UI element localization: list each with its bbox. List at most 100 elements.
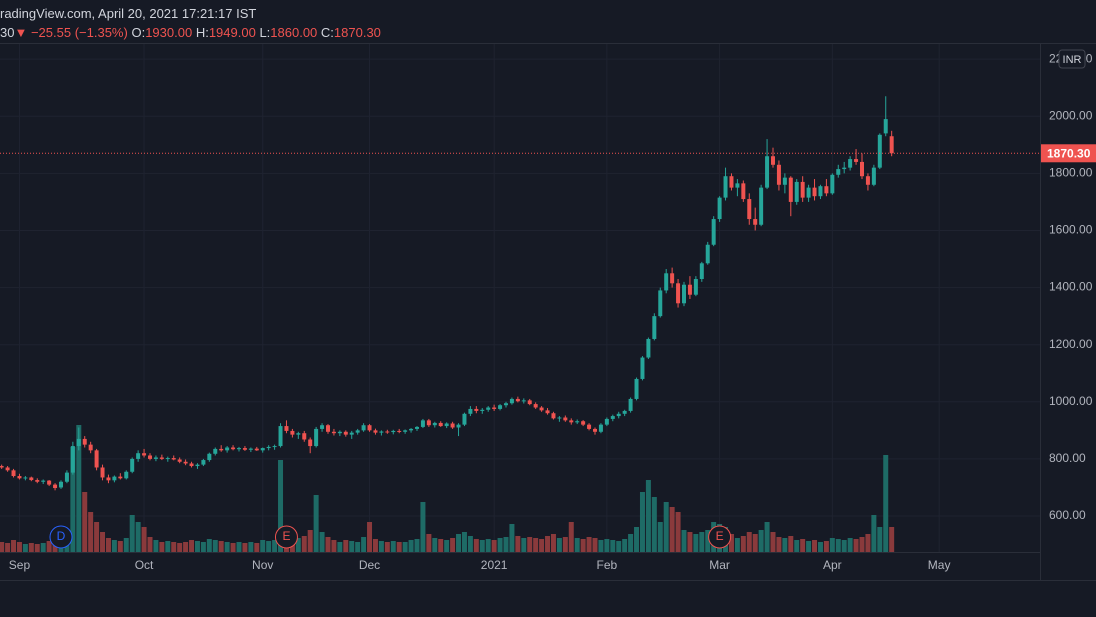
currency-label: INR: [1063, 54, 1082, 66]
volume-bar: [22, 544, 28, 552]
candle-body: [681, 284, 686, 304]
candle-body: [545, 410, 550, 414]
candle-body: [747, 199, 752, 220]
candle-body: [361, 425, 366, 431]
volume-bar: [853, 539, 859, 552]
volume-bar: [622, 539, 628, 552]
candle-body: [260, 448, 265, 451]
header: radingView.com, April 20, 2021 17:21:17 …: [0, 4, 381, 42]
candle-body: [776, 164, 781, 185]
volume-bar: [634, 527, 640, 552]
volume-bar: [812, 540, 818, 552]
volume-bar: [610, 540, 616, 552]
candle-body: [670, 273, 675, 284]
candle-body: [622, 410, 627, 414]
candle-body: [432, 422, 437, 426]
volume-bar: [835, 539, 841, 552]
source: radingView.com, April 20, 2021 17:21:17 …: [0, 6, 257, 21]
candle-body: [539, 407, 544, 411]
volume-bar: [651, 497, 657, 552]
change: −25.55 (−1.35%): [30, 25, 128, 40]
candle-body: [492, 407, 497, 409]
candle-body: [248, 448, 253, 450]
volume-bar: [135, 522, 141, 552]
candle-body: [284, 426, 289, 431]
candle-body: [17, 476, 22, 479]
volume-bar: [212, 540, 218, 552]
candle-body: [171, 458, 176, 460]
volume-bar: [586, 537, 592, 552]
volume-bar: [230, 543, 236, 552]
volume-bar: [728, 534, 734, 552]
volume-bar: [100, 532, 106, 552]
candle-body: [11, 470, 16, 477]
y-tick-label: 800.00: [1049, 451, 1086, 465]
candle-body: [782, 177, 787, 185]
event-label: D: [57, 529, 66, 543]
candle-body: [818, 186, 823, 197]
volume-bar: [153, 540, 159, 552]
volume-bar: [740, 536, 746, 552]
candle-body: [569, 420, 574, 423]
volume-bar: [378, 541, 384, 552]
candle-body: [705, 244, 710, 264]
volume-bar: [206, 539, 212, 552]
volume-bar: [616, 541, 622, 552]
volume-bar: [871, 515, 877, 552]
candle-body: [587, 424, 592, 429]
currency-box: [1058, 49, 1086, 69]
candle-body: [391, 430, 396, 433]
candle-body: [854, 159, 859, 162]
candle-body: [343, 431, 348, 435]
volume-bar: [628, 534, 634, 552]
volume-bar: [384, 542, 390, 552]
volume-bar: [5, 543, 11, 552]
volume-bar: [70, 447, 76, 552]
volume-bar: [497, 538, 503, 552]
volume-bar: [568, 522, 574, 552]
volume-bar: [420, 502, 426, 552]
candle-body: [759, 187, 764, 225]
candle-body: [628, 398, 633, 411]
candle-body: [770, 156, 775, 165]
ohlc-c: 1870.30: [333, 25, 381, 40]
volume-bar: [76, 425, 82, 552]
candle-body: [420, 420, 425, 427]
candle-body: [468, 408, 473, 414]
volume-bar: [319, 532, 325, 552]
candle-body: [664, 273, 669, 291]
candle-body: [236, 448, 241, 450]
volume-bar: [171, 542, 177, 552]
event-marker: [708, 525, 732, 549]
volume-bar: [147, 537, 153, 552]
candle-body: [254, 448, 259, 451]
volume-bar: [823, 541, 829, 552]
volume-bar: [16, 542, 22, 552]
candle-body: [640, 357, 645, 379]
arrow: ▼: [14, 25, 28, 40]
volume-bar: [337, 542, 343, 552]
candle-body: [64, 472, 69, 482]
candle-body: [118, 476, 123, 479]
candle-body: [47, 480, 52, 485]
volume-bar: [444, 540, 450, 552]
volume-bar: [450, 538, 456, 552]
volume-bar: [390, 541, 396, 552]
volume-bar: [539, 539, 545, 552]
candle-body: [23, 477, 28, 479]
candle-body: [426, 420, 431, 426]
y-tick-label: 1200.00: [1049, 337, 1093, 351]
candle-body: [889, 136, 894, 154]
x-tick-label: Mar: [709, 558, 730, 572]
volume-bar: [461, 532, 467, 552]
candle-body: [842, 167, 847, 170]
candle-body: [355, 430, 360, 433]
candle-body: [450, 423, 455, 428]
ohlc-l-key: L:: [259, 25, 271, 40]
volume-bar: [248, 542, 254, 552]
volume-bar: [800, 539, 806, 552]
volume-bar: [82, 492, 88, 552]
candle-body: [462, 413, 467, 425]
volume-bar: [503, 537, 509, 552]
candle-body: [266, 446, 271, 449]
